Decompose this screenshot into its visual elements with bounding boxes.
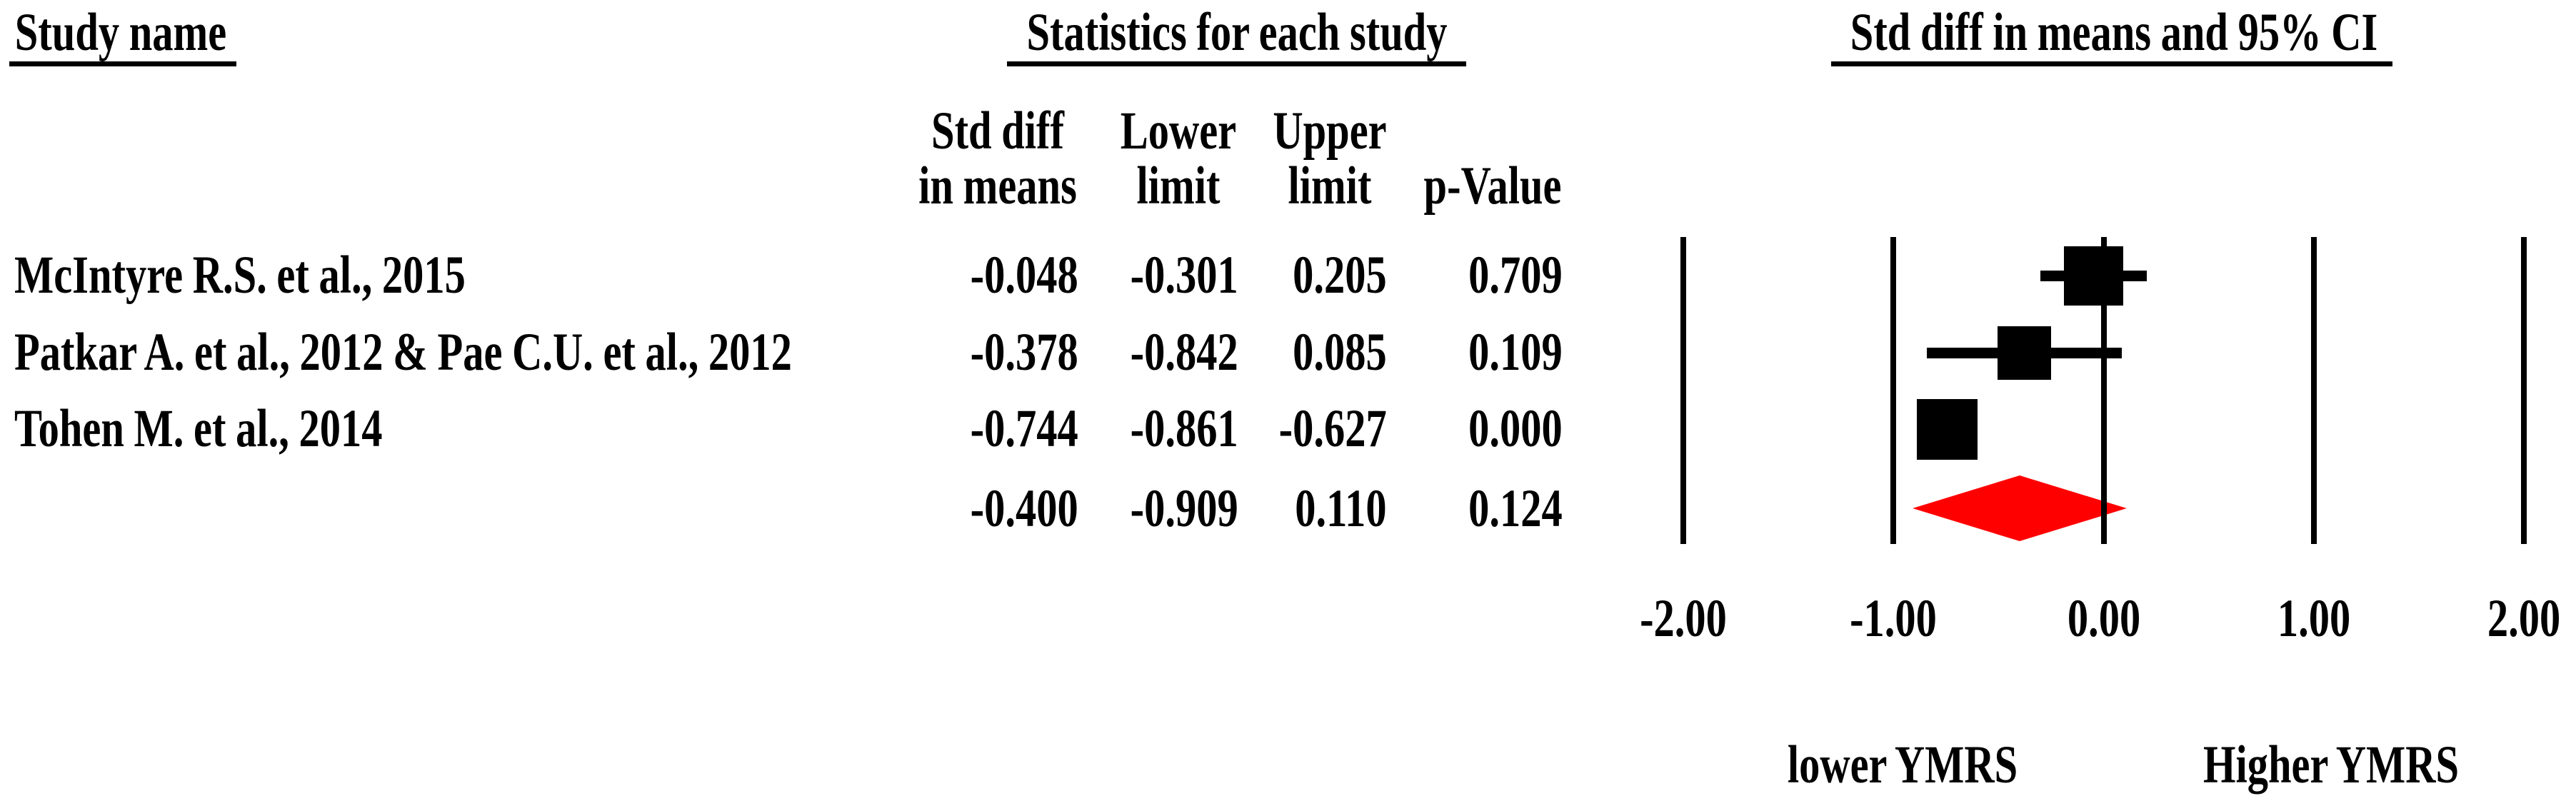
col-header-upper-line1: Upper [1273,101,1387,161]
statistics-header-underline [1007,61,1466,66]
axis-tick-label: -1.00 [1850,589,1938,648]
axis-tick-label: 1.00 [2277,589,2350,648]
lower-limit: -0.301 [1130,246,1238,305]
study-name-header: Study name [14,3,227,62]
p-value: 0.124 [1468,479,1563,538]
study-marker-square [1997,326,2051,380]
axis-tick-label: -2.00 [1640,589,1727,648]
lower-limit: -0.909 [1130,479,1238,538]
lower-limit: -0.842 [1130,323,1238,382]
col-header-lower-line2: limit [1136,156,1221,216]
col-header-upper-line2: limit [1288,156,1372,216]
axis-tick-label: 2.00 [2487,589,2561,648]
study-name-header-underline [9,61,236,66]
plot-header: Std diff in means and 95% CI [1850,3,2378,62]
axis-line [1890,237,1897,544]
std-diff-value: -0.378 [970,323,1078,382]
upper-limit: 0.110 [1295,479,1387,538]
p-value: 0.000 [1468,399,1563,458]
summary-diamond [1913,475,2127,541]
col-header-lower-line1: Lower [1120,101,1237,161]
axis-line [2100,237,2107,544]
plot-header-underline [1831,61,2392,66]
p-value: 0.109 [1468,323,1563,382]
col-header-p-value: p-Value [1423,156,1562,216]
study-name: Tohen M. et al., 2014 [14,399,383,458]
col-header-std-diff-line1: Std diff [931,101,1064,161]
study-name: Patkar A. et al., 2012 & Pae C.U. et al.… [14,323,792,382]
axis-line [2521,237,2527,544]
study-marker-square [2063,246,2123,306]
axis-line [1680,237,1686,544]
upper-limit: 0.085 [1293,323,1387,382]
col-header-std-diff-line2: in means [918,156,1077,216]
direction-label-lower: lower YMRS [1787,735,2018,795]
direction-label-higher: Higher YMRS [2202,735,2460,795]
std-diff-value: -0.400 [970,479,1078,538]
upper-limit: 0.205 [1293,246,1387,305]
axis-tick-label: 0.00 [2067,589,2140,648]
study-marker-square [1917,398,1978,460]
std-diff-value: -0.744 [970,399,1078,458]
study-name: McIntyre R.S. et al., 2015 [14,246,466,305]
statistics-header: Statistics for each study [1026,3,1448,62]
lower-limit: -0.861 [1130,399,1238,458]
std-diff-value: -0.048 [970,246,1078,305]
axis-line [2310,237,2317,544]
p-value: 0.709 [1468,246,1563,305]
upper-limit: -0.627 [1278,399,1387,458]
